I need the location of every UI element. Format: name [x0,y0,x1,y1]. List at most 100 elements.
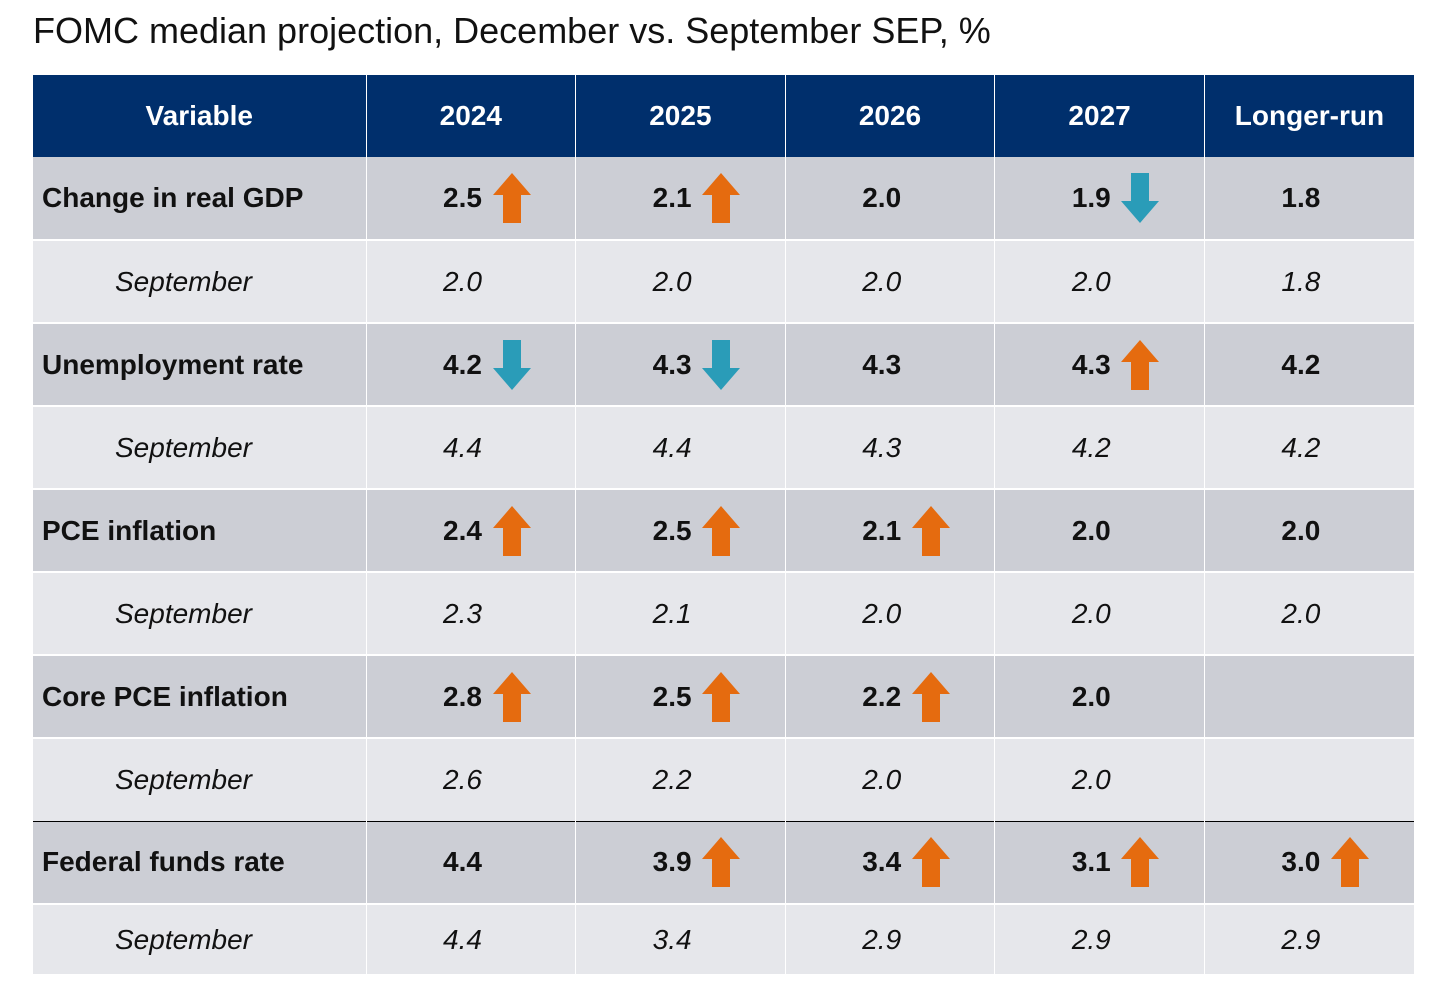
cell-value: 4.2 [1281,348,1321,380]
cell-value: 2.2 [652,763,692,795]
cell-value: 2.0 [862,182,902,213]
december-row: Federal funds rate 4.4 3.9 3.4 3.1 3.0 [33,820,1414,904]
row-label: September [33,737,366,821]
value-cell: 4.2 [1203,322,1414,406]
value-cell: 2.1 [575,571,786,655]
row-label: September [33,239,366,323]
arrow-up-icon [1330,837,1369,888]
september-row: September 4.4 4.4 4.3 4.2 4.2 [33,405,1414,489]
value-cell: 2.0 [1203,488,1414,572]
december-row: Core PCE inflation 2.8 2.5 2.2 2.0 [33,654,1414,738]
value-cell: 4.3 [994,322,1205,406]
row-label: Core PCE inflation [33,654,366,738]
column-header-2026: 2026 [784,75,995,157]
value-cell: 4.3 [784,322,995,406]
value-cell: 3.1 [994,820,1205,904]
column-header-longer-run: Longer-run [1203,75,1414,157]
december-row: Change in real GDP 2.5 2.1 2.0 1.9 1.8 [33,157,1414,240]
value-cell: 4.2 [1203,405,1414,489]
arrow-up-icon [1121,837,1160,888]
value-cell: 2.0 [784,571,995,655]
cell-value: 2.5 [652,514,692,546]
cell-value: 2.0 [1071,265,1111,297]
cell-value: 4.2 [1071,431,1111,463]
value-cell: 4.4 [365,820,576,904]
value-cell: 1.9 [994,157,1205,240]
value-cell: 2.0 [994,239,1205,323]
value-cell: 2.0 [575,239,786,323]
cell-value: 2.9 [1281,923,1321,955]
cell-value: 4.4 [443,923,482,955]
cell-value: 2.0 [862,597,902,629]
value-cell: 2.0 [784,737,995,821]
cell-value: 2.4 [443,514,482,546]
september-row: September 2.0 2.0 2.0 2.0 1.8 [33,239,1414,323]
cell-value: 2.6 [443,763,482,795]
cell-value: 3.9 [652,846,692,878]
cell-value: 1.8 [1281,265,1321,297]
value-cell: 2.4 [365,488,576,572]
cell-value: 1.8 [1281,182,1321,213]
cell-value: 4.3 [1071,348,1111,380]
arrow-up-icon [911,837,950,888]
value-cell: 2.0 [365,239,576,323]
value-cell: 2.9 [994,903,1205,974]
cell-value: 2.1 [652,182,692,213]
cell-value: 2.3 [443,597,482,629]
cell-value: 2.0 [1071,680,1111,712]
cell-value: 2.5 [652,680,692,712]
september-row: September 2.6 2.2 2.0 2.0 [33,737,1414,821]
arrow-up-icon [911,671,950,722]
september-row: September 2.3 2.1 2.0 2.0 2.0 [33,571,1414,655]
column-header-2024: 2024 [365,75,576,157]
value-cell: 3.4 [784,820,995,904]
cell-value: 2.0 [1281,597,1321,629]
row-label: Unemployment rate [33,322,366,406]
value-cell: 3.4 [575,903,786,974]
value-cell: 2.9 [1203,903,1414,974]
column-header-2027: 2027 [994,75,1205,157]
cell-value: 2.9 [862,923,902,955]
row-label: September [33,405,366,489]
arrow-down-icon [492,339,531,390]
value-cell: 2.0 [1203,571,1414,655]
cell-value: 3.0 [1281,846,1321,878]
arrow-up-icon [702,671,741,722]
value-cell [1203,654,1414,738]
value-cell: 4.4 [365,405,576,489]
arrow-up-icon [492,505,531,556]
december-row: PCE inflation 2.4 2.5 2.1 2.0 2.0 [33,488,1414,572]
projection-table: Variable 2024 2025 2026 2027 Longer-run … [33,75,1414,974]
value-cell: 2.5 [575,654,786,738]
value-cell: 2.8 [365,654,576,738]
row-label: Change in real GDP [33,157,366,240]
value-cell: 2.9 [784,903,995,974]
cell-value: 2.2 [862,680,902,712]
cell-value: 4.2 [1281,431,1321,463]
value-cell: 2.0 [994,737,1205,821]
cell-value: 3.4 [862,846,902,878]
value-cell: 2.0 [994,654,1205,738]
cell-value: 4.3 [862,431,902,463]
cell-value: 2.0 [1071,514,1111,546]
value-cell: 4.2 [994,405,1205,489]
value-cell: 2.2 [575,737,786,821]
arrow-up-icon [492,671,531,722]
arrow-up-icon [702,505,741,556]
arrow-up-icon [1121,339,1160,390]
cell-value: 4.4 [443,846,482,878]
cell-value: 4.2 [443,348,482,380]
cell-value: 4.3 [652,348,692,380]
value-cell: 4.3 [575,322,786,406]
page-title: FOMC median projection, December vs. Sep… [33,10,991,51]
value-cell: 4.4 [365,903,576,974]
value-cell: 3.0 [1203,820,1414,904]
cell-value: 2.0 [862,265,902,297]
value-cell: 2.5 [575,488,786,572]
cell-value: 2.0 [1071,763,1111,795]
row-label: September [33,571,366,655]
value-cell: 2.0 [994,488,1205,572]
cell-value: 2.0 [652,265,692,297]
value-cell: 2.0 [994,571,1205,655]
value-cell: 4.3 [784,405,995,489]
